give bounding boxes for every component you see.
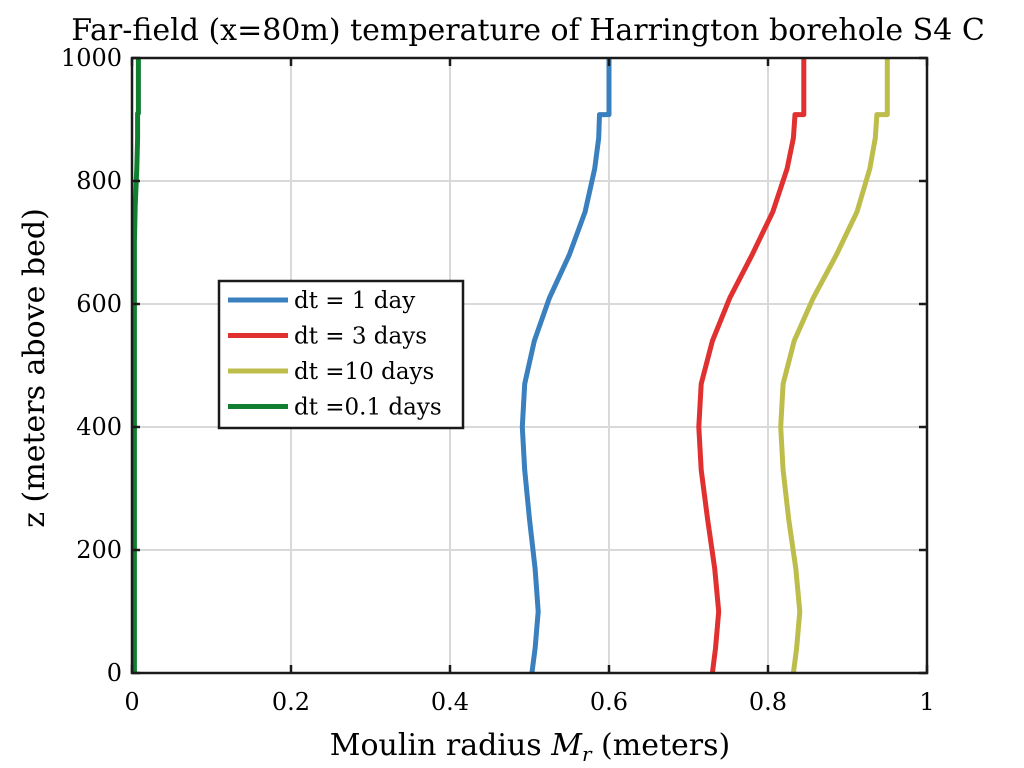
plot-area-frame [130, 56, 929, 675]
y-tick-label: 200 [76, 536, 122, 564]
y-tick-label: 1000 [61, 44, 122, 72]
series-line-4 [131, 58, 141, 673]
y-tick-label: 800 [76, 167, 122, 195]
y-axis-label: z (meters above bed) [17, 208, 52, 528]
series-line-2 [696, 58, 807, 674]
x-tick-label: 0.4 [431, 688, 469, 716]
x-axis-label-sub: r [582, 742, 593, 766]
x-tick-labels: 0 0.2 0.4 0.6 0.8 1 [124, 688, 934, 716]
y-tick-label: 0 [107, 659, 122, 687]
chart-title: Far-field (x=80m) temperature of Harring… [71, 13, 985, 48]
x-axis-label: Moulin radius Mr (meters) [330, 728, 730, 766]
x-tick-label: 0.8 [749, 688, 787, 716]
x-tick-label: 1 [919, 688, 934, 716]
series-lines [131, 58, 890, 674]
legend-label-3: dt =10 days [294, 359, 434, 385]
x-axis-label-var: M [550, 728, 583, 763]
y-tick-labels: 0 200 400 600 800 1000 [61, 44, 122, 687]
y-tick-label: 600 [76, 290, 122, 318]
x-axis-label-suffix: (meters) [592, 728, 731, 763]
legend: dt = 1 day dt = 3 days dt =10 days dt =0.1 … [217, 279, 465, 430]
tick-marks [130, 56, 929, 675]
x-axis-label-prefix: Moulin radius [330, 728, 551, 763]
x-tick-label: 0 [124, 688, 139, 716]
y-tick-label: 400 [76, 413, 122, 441]
legend-label-2: dt = 3 days [294, 324, 427, 350]
x-tick-label: 0.6 [590, 688, 628, 716]
legend-label-4: dt =0.1 days [294, 395, 442, 421]
x-tick-label: 0.2 [272, 688, 310, 716]
series-line-3 [778, 58, 890, 674]
series-line-1 [519, 58, 612, 674]
legend-box [217, 279, 465, 430]
legend-label-1: dt = 1 day [294, 288, 415, 314]
